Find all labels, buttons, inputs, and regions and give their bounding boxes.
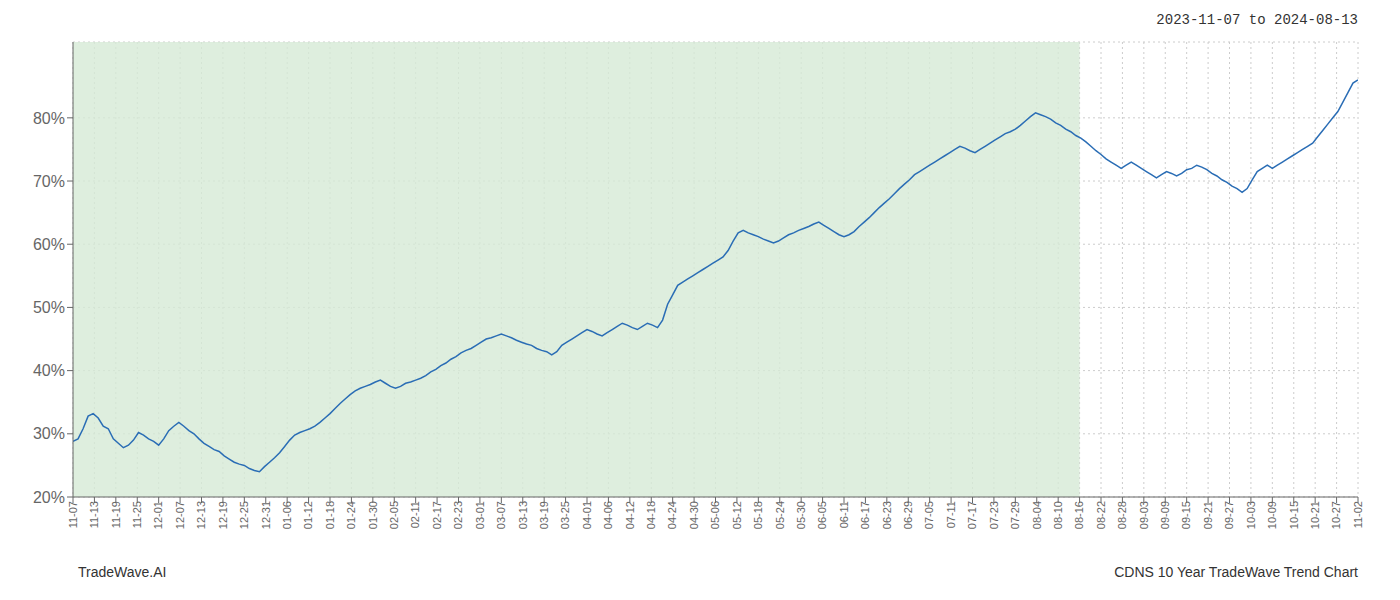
html-text:2023-11-07 to 2024-08-13: 2023-11-07 to 2024-08-13 <box>1156 12 1358 28</box>
svg-text:30%: 30% <box>33 425 65 442</box>
svg-text:08-10: 08-10 <box>1052 501 1064 529</box>
svg-text:05-30: 05-30 <box>795 501 807 529</box>
svg-text:02-05: 02-05 <box>388 501 400 529</box>
svg-text:11-13: 11-13 <box>88 501 100 528</box>
html-text:CDNS 10 Year TradeWave Trend C: CDNS 10 Year TradeWave Trend Chart <box>1114 564 1358 580</box>
svg-text:60%: 60% <box>33 236 65 253</box>
svg-text:02-11: 02-11 <box>409 501 421 528</box>
svg-text:70%: 70% <box>33 173 65 190</box>
svg-text:01-30: 01-30 <box>367 501 379 529</box>
svg-text:07-23: 07-23 <box>988 501 1000 529</box>
svg-text:07-17: 07-17 <box>966 501 978 529</box>
svg-text:04-30: 04-30 <box>688 501 700 529</box>
svg-text:09-21: 09-21 <box>1202 501 1214 529</box>
svg-text:01-24: 01-24 <box>345 501 357 529</box>
svg-text:09-27: 09-27 <box>1223 501 1235 529</box>
svg-text:12-07: 12-07 <box>174 501 186 529</box>
svg-text:08-04: 08-04 <box>1031 501 1043 529</box>
svg-text:12-01: 12-01 <box>152 501 164 529</box>
svg-text:06-05: 06-05 <box>816 501 828 529</box>
svg-text:10-21: 10-21 <box>1309 501 1321 529</box>
svg-text:10-03: 10-03 <box>1245 501 1257 529</box>
svg-text:09-03: 09-03 <box>1138 501 1150 529</box>
html-text:TradeWave.AI: TradeWave.AI <box>78 564 167 580</box>
svg-text:10-09: 10-09 <box>1266 501 1278 529</box>
svg-text:10-15: 10-15 <box>1288 501 1300 529</box>
svg-text:01-06: 01-06 <box>281 501 293 529</box>
svg-text:01-18: 01-18 <box>324 501 336 529</box>
svg-text:05-18: 05-18 <box>752 501 764 529</box>
svg-text:12-13: 12-13 <box>195 501 207 529</box>
svg-text:09-09: 09-09 <box>1159 501 1171 529</box>
svg-text:07-29: 07-29 <box>1009 501 1021 529</box>
svg-text:11-07: 11-07 <box>67 501 79 528</box>
svg-text:08-28: 08-28 <box>1116 501 1128 529</box>
svg-text:09-15: 09-15 <box>1180 501 1192 529</box>
svg-text:12-31: 12-31 <box>260 501 272 529</box>
svg-text:02-17: 02-17 <box>431 501 443 529</box>
svg-text:03-19: 03-19 <box>538 501 550 529</box>
svg-text:04-12: 04-12 <box>624 501 636 529</box>
svg-text:20%: 20% <box>33 489 65 506</box>
svg-text:03-07: 03-07 <box>495 501 507 529</box>
svg-text:40%: 40% <box>33 362 65 379</box>
svg-text:08-22: 08-22 <box>1095 501 1107 529</box>
svg-text:04-01: 04-01 <box>581 501 593 529</box>
svg-text:04-06: 04-06 <box>602 501 614 529</box>
svg-text:06-23: 06-23 <box>881 501 893 529</box>
svg-text:06-29: 06-29 <box>902 501 914 529</box>
svg-text:05-24: 05-24 <box>774 501 786 529</box>
svg-text:11-25: 11-25 <box>131 501 143 528</box>
svg-text:04-24: 04-24 <box>666 501 678 529</box>
svg-text:06-17: 06-17 <box>859 501 871 529</box>
svg-text:03-13: 03-13 <box>517 501 529 529</box>
svg-text:50%: 50% <box>33 299 65 316</box>
svg-text:80%: 80% <box>33 110 65 127</box>
svg-text:12-19: 12-19 <box>217 501 229 529</box>
svg-text:03-01: 03-01 <box>474 501 486 529</box>
svg-text:12-25: 12-25 <box>238 501 250 529</box>
svg-text:04-18: 04-18 <box>645 501 657 529</box>
svg-text:07-11: 07-11 <box>945 501 957 528</box>
svg-text:11-02: 11-02 <box>1352 501 1364 528</box>
svg-text:05-06: 05-06 <box>709 501 721 529</box>
svg-text:05-12: 05-12 <box>731 501 743 529</box>
svg-text:03-25: 03-25 <box>559 501 571 529</box>
svg-text:08-16: 08-16 <box>1073 501 1085 529</box>
svg-text:11-19: 11-19 <box>110 501 122 528</box>
svg-text:10-27: 10-27 <box>1330 501 1342 529</box>
svg-text:06-11: 06-11 <box>838 501 850 528</box>
svg-text:01-12: 01-12 <box>302 501 314 529</box>
svg-text:02-23: 02-23 <box>452 501 464 529</box>
svg-text:07-05: 07-05 <box>923 501 935 529</box>
